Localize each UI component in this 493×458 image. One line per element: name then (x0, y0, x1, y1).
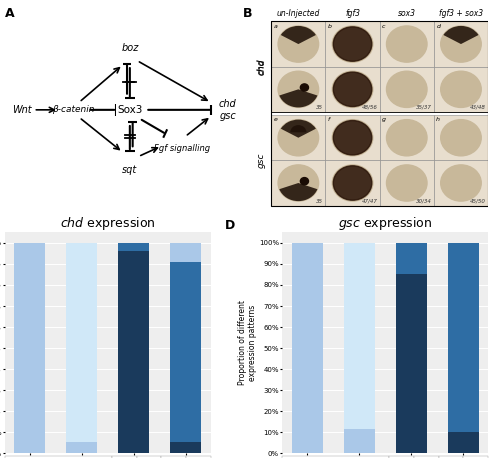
Circle shape (441, 71, 481, 108)
Text: gsc: gsc (219, 111, 236, 120)
Bar (344, 429, 375, 453)
Bar (434, 160, 488, 206)
Text: B: B (243, 7, 252, 20)
Text: fgf3: fgf3 (345, 9, 360, 17)
Bar (271, 22, 325, 67)
Title: $\it{gsc}$ expression: $\it{gsc}$ expression (338, 215, 432, 232)
Text: Wnt: Wnt (12, 105, 31, 115)
Bar (380, 22, 434, 67)
Bar (271, 22, 488, 206)
Bar (448, 243, 479, 432)
Bar (271, 160, 325, 206)
Bar (325, 160, 380, 206)
Title: $\it{chd}$ expression: $\it{chd}$ expression (60, 215, 155, 232)
Text: g: g (382, 117, 386, 122)
Text: boz: boz (121, 43, 139, 53)
Circle shape (387, 165, 427, 201)
Text: 35/37: 35/37 (416, 105, 431, 110)
Circle shape (333, 72, 372, 107)
Circle shape (387, 120, 427, 156)
Bar (271, 115, 325, 160)
Wedge shape (280, 183, 317, 201)
Bar (434, 115, 488, 160)
Circle shape (332, 120, 373, 156)
Bar (380, 67, 434, 112)
Bar (118, 251, 149, 453)
Text: d: d (436, 23, 440, 28)
Circle shape (300, 84, 309, 91)
Bar (66, 442, 97, 453)
Circle shape (441, 165, 481, 201)
Bar (434, 67, 488, 112)
Text: Sox3: Sox3 (117, 105, 142, 115)
Text: gsc: gsc (256, 153, 265, 168)
Wedge shape (280, 89, 317, 108)
Text: h: h (436, 117, 440, 122)
Bar (14, 243, 45, 453)
Bar (396, 243, 427, 274)
Circle shape (278, 71, 318, 108)
Circle shape (278, 165, 318, 201)
Bar (66, 243, 97, 442)
Circle shape (278, 120, 318, 156)
Text: β-catenin: β-catenin (52, 105, 95, 114)
Text: 47/47: 47/47 (361, 198, 377, 203)
Y-axis label: Proportion of different
expression patterns: Proportion of different expression patte… (238, 300, 257, 385)
Bar (434, 22, 488, 67)
Text: chd: chd (257, 59, 266, 75)
Bar (325, 67, 380, 112)
Text: 43/48: 43/48 (470, 105, 486, 110)
Bar (271, 67, 325, 112)
Text: Fgf signalling: Fgf signalling (154, 143, 210, 153)
Wedge shape (290, 125, 307, 132)
Bar (380, 160, 434, 206)
Bar (448, 432, 479, 453)
Text: 45/50: 45/50 (470, 198, 486, 203)
Circle shape (332, 26, 373, 62)
Text: f: f (328, 117, 330, 122)
Wedge shape (281, 26, 316, 44)
Bar (170, 442, 201, 453)
Circle shape (300, 178, 309, 185)
Bar (396, 274, 427, 453)
Text: A: A (5, 7, 15, 20)
Bar (292, 243, 323, 453)
Text: c: c (382, 23, 386, 28)
Circle shape (278, 26, 318, 62)
Circle shape (333, 27, 372, 61)
Text: 35: 35 (316, 105, 323, 110)
Circle shape (387, 71, 427, 108)
Text: sqt: sqt (122, 165, 138, 175)
Text: chd: chd (256, 59, 265, 75)
Text: D: D (225, 219, 235, 232)
Text: fgf3 + sox3: fgf3 + sox3 (439, 9, 483, 17)
Text: 35: 35 (316, 198, 323, 203)
Bar (344, 243, 375, 429)
Text: 30/34: 30/34 (416, 198, 431, 203)
Circle shape (441, 120, 481, 156)
Text: un-Injected: un-Injected (277, 9, 320, 17)
Text: b: b (328, 23, 332, 28)
Circle shape (332, 165, 373, 201)
Wedge shape (281, 120, 316, 138)
Bar (380, 115, 434, 160)
Bar (170, 243, 201, 262)
Wedge shape (443, 26, 479, 44)
Bar (118, 243, 149, 251)
Circle shape (333, 120, 372, 155)
Text: a: a (274, 23, 278, 28)
Bar (325, 22, 380, 67)
Text: 48/56: 48/56 (361, 105, 377, 110)
Circle shape (387, 26, 427, 62)
Text: sox3: sox3 (398, 9, 416, 17)
Bar (325, 115, 380, 160)
Circle shape (333, 166, 372, 200)
Text: e: e (274, 117, 278, 122)
Text: chd: chd (219, 99, 237, 109)
Bar (170, 262, 201, 442)
Circle shape (441, 26, 481, 62)
Circle shape (332, 71, 373, 108)
